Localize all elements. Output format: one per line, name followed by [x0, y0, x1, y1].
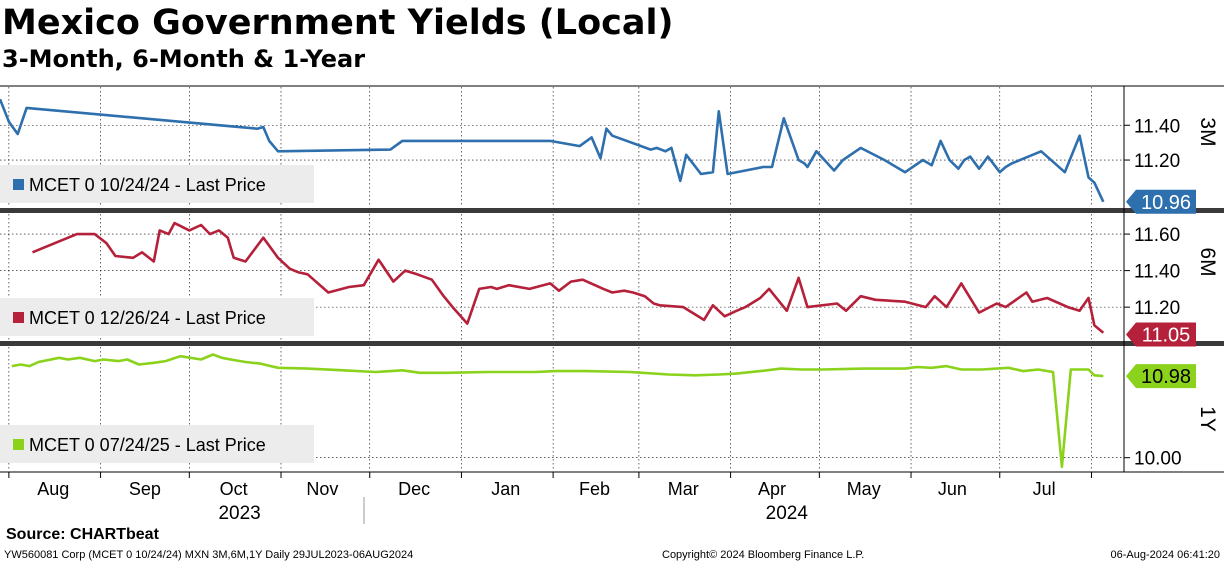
panel-label-1y: 1Y — [1196, 406, 1219, 432]
legend-1y: MCET 0 07/24/25 - Last Price — [0, 425, 314, 463]
y-tick-label: 10.00 — [1134, 449, 1182, 470]
last-value-tag-6m: 11.05 — [1126, 322, 1196, 347]
x-year-label: 2024 — [766, 503, 809, 524]
x-month-label: Feb — [579, 479, 610, 499]
panel-frames — [0, 85, 1224, 524]
x-month-label: Sep — [129, 479, 161, 499]
y-tick-labels: 11.40 11.20 3M 11.60 11.40 11.20 6M 10.00 1Y — [1134, 116, 1219, 469]
panel-separator-2 — [0, 341, 1224, 346]
x-month-label: Aug — [37, 479, 69, 499]
tag-shape — [1126, 364, 1196, 389]
y-tick-label: 11.60 — [1134, 225, 1180, 246]
x-year-label: 2023 — [218, 503, 260, 524]
legend-label: MCET 0 12/26/24 - Last Price — [29, 308, 266, 328]
x-month-label: Apr — [758, 479, 786, 499]
x-month-label: Oct — [220, 479, 248, 499]
footer-timestamp: 06-Aug-2024 06:41:20 — [1110, 549, 1220, 561]
legend-box — [0, 165, 314, 203]
y-tick-label: 11.40 — [1134, 116, 1180, 137]
tag-shape — [1126, 189, 1196, 214]
panel-separator-1 — [0, 208, 1224, 213]
series-line-6m — [32, 221, 1105, 334]
x-month-label: Jun — [938, 479, 967, 499]
x-month-label: May — [847, 479, 881, 499]
legend-swatch — [13, 312, 24, 323]
x-tick-labels: Aug Sep Oct Nov Dec Jan Feb Mar Apr May Jun Jul 2023… — [37, 479, 1055, 524]
y-tick-label: 11.20 — [1134, 298, 1180, 319]
legend-box — [0, 298, 314, 336]
series-line-1y — [11, 353, 1104, 469]
x-month-label: Jul — [1033, 479, 1056, 499]
last-value-tag-1y: 10.98 — [1126, 364, 1196, 389]
tag-shape — [1126, 322, 1196, 347]
tag-value: 11.05 — [1142, 325, 1191, 347]
x-month-label: Mar — [668, 479, 699, 499]
series-line-3m — [0, 98, 1105, 203]
x-month-label: Jan — [491, 479, 520, 499]
series-layer — [0, 98, 1105, 469]
legend-3m: MCET 0 10/24/24 - Last Price — [0, 165, 314, 203]
legends: MCET 0 10/24/24 - Last Price MCET 0 12/26… — [0, 165, 314, 463]
legend-label: MCET 0 10/24/24 - Last Price — [29, 175, 266, 195]
x-month-label: Nov — [306, 479, 338, 499]
y-tick-label: 11.20 — [1134, 151, 1180, 172]
tag-value: 10.96 — [1141, 192, 1191, 214]
last-value-tags: 10.96 11.05 10.98 — [1126, 189, 1196, 389]
x-month-label: Dec — [398, 479, 430, 499]
legend-6m: MCET 0 12/26/24 - Last Price — [0, 298, 314, 336]
panel-label-3m: 3M — [1196, 117, 1219, 146]
footer-ticker: YW560081 Corp (MCET 0 10/24/24) MXN 3M,6… — [4, 549, 414, 561]
tag-value: 10.98 — [1141, 366, 1191, 388]
last-value-tag-3m: 10.96 — [1126, 189, 1196, 214]
chart-title: Mexico Government Yields (Local) — [2, 3, 674, 43]
legend-swatch — [13, 179, 24, 190]
legend-label: MCET 0 07/24/25 - Last Price — [29, 435, 266, 455]
legend-swatch — [13, 439, 24, 450]
source-note: Source: CHARTbeat — [6, 526, 159, 543]
panel-label-6m: 6M — [1196, 247, 1219, 276]
footer-copyright: Copyright© 2024 Bloomberg Finance L.P. — [662, 549, 865, 561]
y-tick-label: 11.40 — [1134, 262, 1180, 283]
legend-box — [0, 425, 314, 463]
chart-subtitle: 3-Month, 6-Month & 1-Year — [2, 45, 366, 73]
